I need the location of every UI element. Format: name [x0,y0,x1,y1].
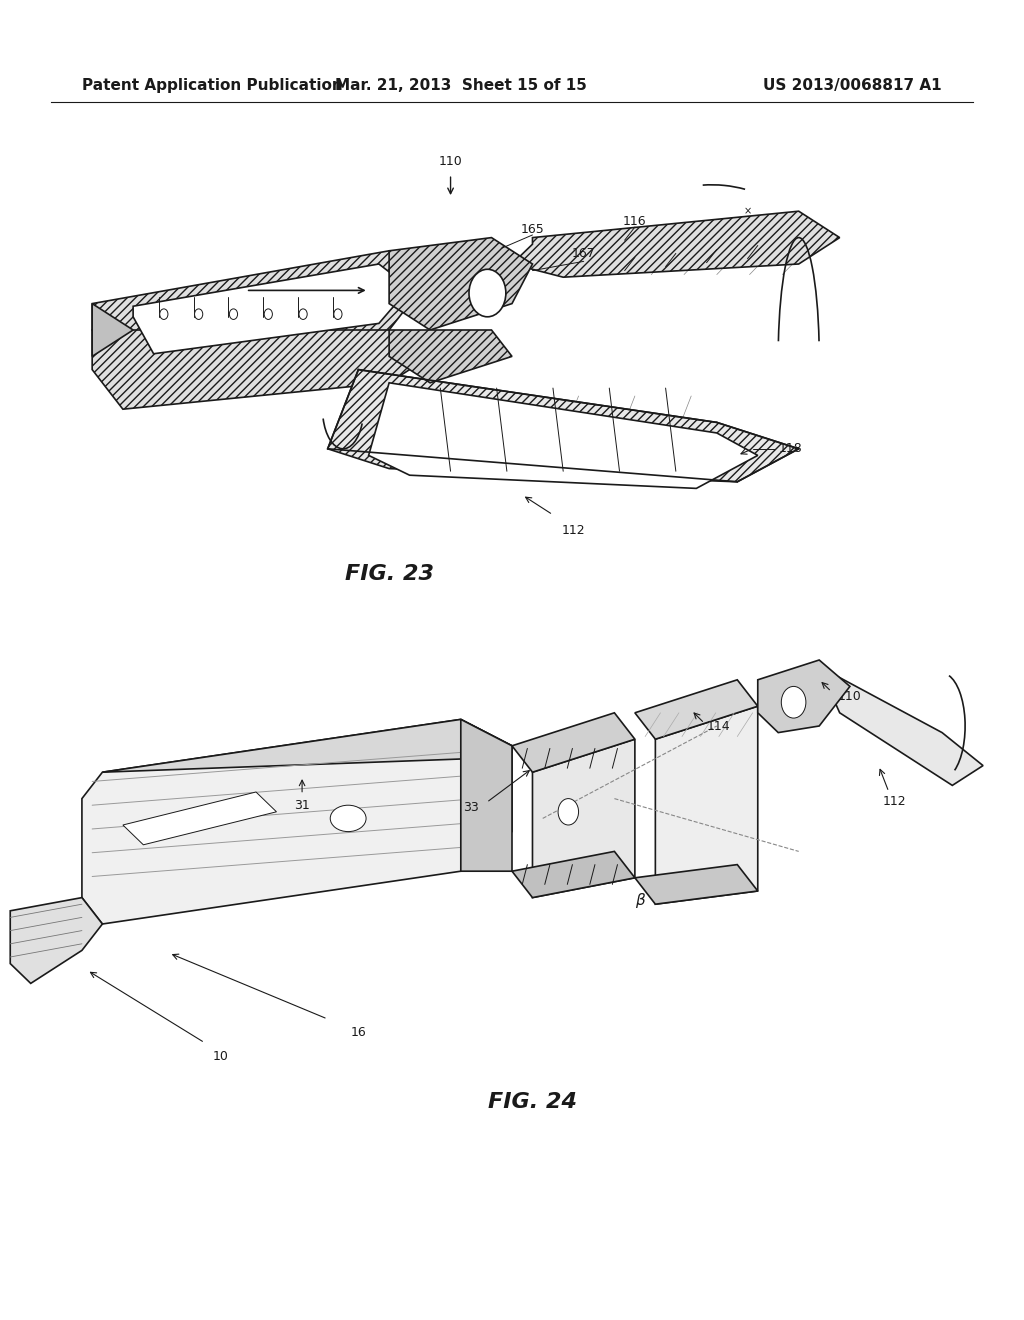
Polygon shape [389,238,532,330]
Polygon shape [92,251,430,370]
Text: Patent Application Publication: Patent Application Publication [82,78,343,94]
Polygon shape [328,370,799,482]
Circle shape [264,309,272,319]
Circle shape [469,269,506,317]
Text: 116: 116 [623,215,647,228]
Polygon shape [102,719,512,772]
Polygon shape [758,660,850,733]
Polygon shape [10,898,102,983]
Polygon shape [512,211,840,277]
Text: 10: 10 [212,1049,228,1063]
Polygon shape [655,706,758,904]
Polygon shape [532,739,635,898]
Polygon shape [92,304,133,356]
Text: ×: × [743,206,752,216]
Polygon shape [369,383,758,488]
Polygon shape [92,330,430,409]
Polygon shape [635,865,758,904]
Circle shape [299,309,307,319]
Text: 112: 112 [561,524,586,537]
Text: 31: 31 [294,799,310,812]
Text: 112: 112 [883,795,906,808]
Text: 114: 114 [707,719,730,733]
Polygon shape [461,719,512,871]
Polygon shape [133,264,410,354]
Polygon shape [123,792,276,845]
Text: 16: 16 [350,1026,367,1039]
Circle shape [781,686,806,718]
Text: 165: 165 [520,223,545,236]
Circle shape [558,799,579,825]
Text: 118: 118 [778,442,802,455]
Circle shape [195,309,203,319]
Text: Mar. 21, 2013  Sheet 15 of 15: Mar. 21, 2013 Sheet 15 of 15 [335,78,587,94]
Circle shape [160,309,168,319]
Polygon shape [512,713,635,772]
Circle shape [334,309,342,319]
Text: FIG. 23: FIG. 23 [345,564,433,585]
Circle shape [229,309,238,319]
Text: β: β [635,892,645,908]
Ellipse shape [330,805,367,832]
Text: 110: 110 [438,154,463,168]
Text: US 2013/0068817 A1: US 2013/0068817 A1 [764,78,942,94]
Polygon shape [635,680,758,739]
Polygon shape [389,330,512,383]
Text: 110: 110 [838,690,861,704]
Polygon shape [82,719,512,924]
Text: FIG. 24: FIG. 24 [488,1092,577,1113]
Text: 33: 33 [463,801,479,814]
Polygon shape [819,667,983,785]
Polygon shape [512,851,635,898]
Text: 167: 167 [571,247,596,260]
